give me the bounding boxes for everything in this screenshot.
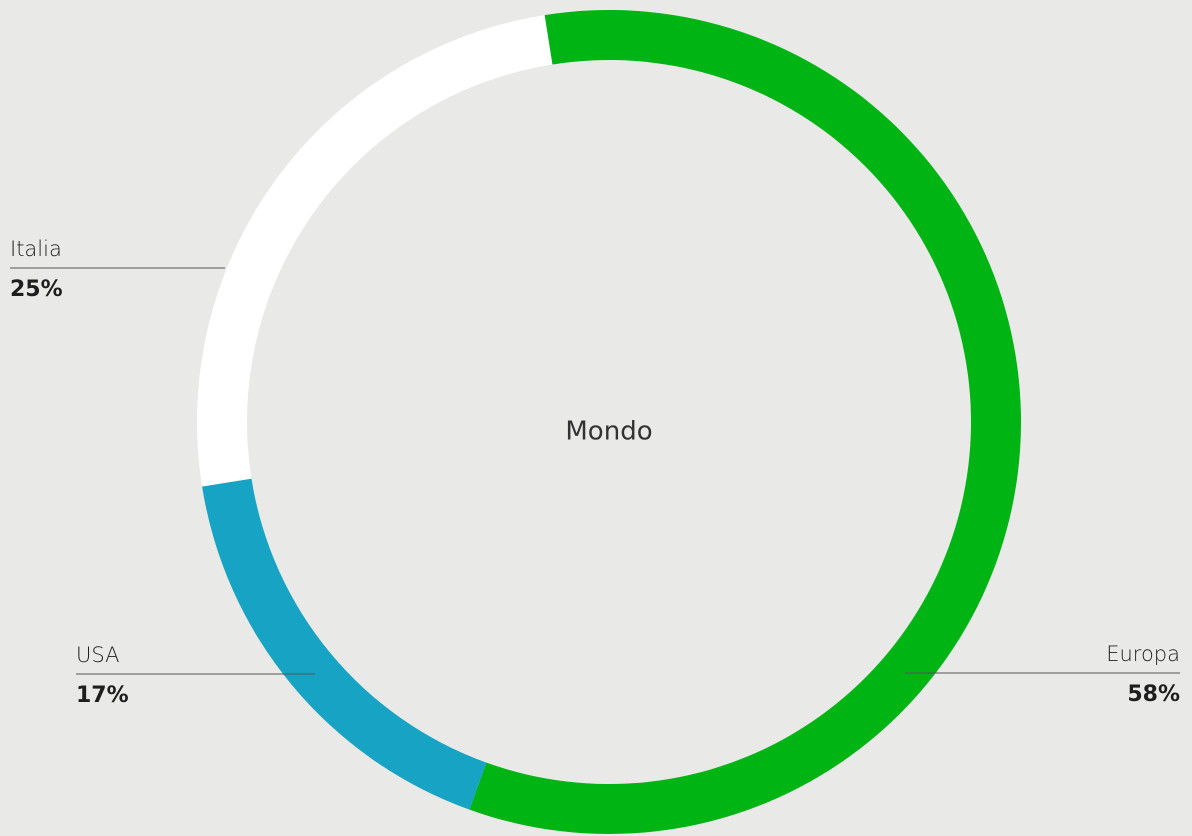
slice-name: Italia (10, 237, 62, 261)
center-label: Mondo (565, 417, 652, 447)
slice-value: 17% (76, 683, 129, 708)
slice-name: USA (76, 643, 119, 667)
donut-slice (196, 15, 553, 487)
slice-value: 58% (1127, 682, 1180, 707)
slice-value: 25% (10, 277, 63, 302)
donut-slice (202, 478, 487, 810)
slice-name: Europa (1106, 642, 1180, 666)
